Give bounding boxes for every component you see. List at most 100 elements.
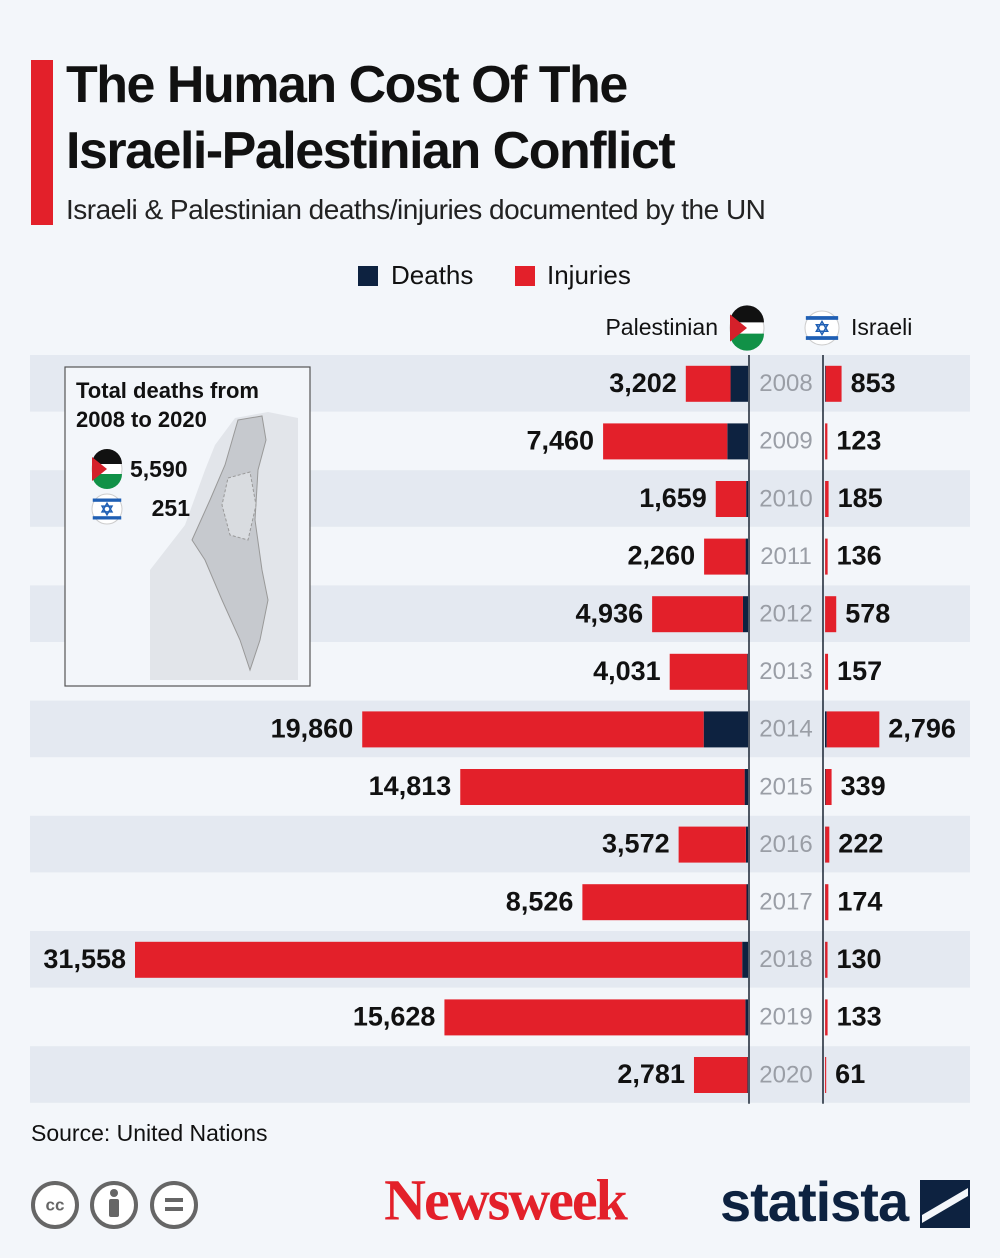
year-label: 2008 — [759, 370, 812, 397]
year-label: 2011 — [760, 543, 812, 570]
value-label: 130 — [837, 944, 882, 974]
bar-segment — [444, 999, 746, 1036]
legend-swatch — [515, 266, 535, 286]
license-icon — [150, 1181, 198, 1229]
flag-red — [730, 314, 747, 342]
bar-segment — [362, 711, 704, 748]
accent-bar — [31, 60, 53, 225]
bar-segment — [678, 826, 746, 863]
bar-segment — [825, 999, 828, 1036]
bar-segment — [742, 596, 748, 633]
year-label: 2016 — [759, 831, 812, 858]
flag-stripe — [92, 498, 122, 502]
flag-palestine — [91, 449, 123, 489]
year-label: 2009 — [759, 428, 812, 455]
value-label: 174 — [837, 886, 882, 916]
bar-segment — [460, 769, 745, 805]
value-label: 61 — [835, 1059, 865, 1089]
flag-palestine — [729, 305, 765, 351]
map-westbank — [221, 471, 257, 541]
bar-segment — [825, 538, 828, 575]
bar-segment — [825, 423, 828, 460]
bar-segment — [704, 538, 746, 575]
year-label: 2019 — [759, 1004, 812, 1031]
flag-star — [100, 501, 114, 517]
bar-segment — [685, 365, 731, 402]
bar-segment — [825, 769, 826, 805]
flag-green — [730, 333, 764, 351]
value-label: 133 — [837, 1002, 882, 1032]
year-label: 2014 — [759, 716, 812, 743]
chart-subtitle: Israeli & Palestinian deaths/injuries do… — [66, 194, 766, 225]
year-label: 2013 — [759, 658, 812, 685]
value-label: 578 — [845, 598, 890, 628]
bar-segment — [135, 941, 743, 978]
value-label: 19,860 — [271, 714, 354, 744]
license-person-head — [110, 1189, 118, 1197]
bar-segment — [825, 941, 828, 978]
flag-israel — [91, 493, 123, 525]
year-label: 2012 — [759, 601, 812, 628]
inset-value: 5,590 — [130, 456, 188, 482]
year-label: 2010 — [759, 485, 812, 512]
flag-black — [730, 305, 764, 323]
license-cc: cc — [46, 1195, 65, 1214]
value-label: 31,558 — [43, 944, 126, 974]
bar-segment — [693, 1057, 748, 1093]
row-band — [30, 1046, 970, 1103]
license-eq — [165, 1207, 183, 1211]
bar-segment — [727, 423, 748, 460]
bar-segment — [582, 884, 747, 921]
bar-segment — [715, 481, 747, 517]
flag-stripe — [92, 516, 122, 520]
bar-segment — [825, 826, 830, 863]
value-label: 339 — [841, 771, 886, 801]
value-label: 123 — [836, 426, 881, 456]
bar-segment — [746, 884, 748, 921]
value-label: 8,526 — [506, 886, 574, 916]
row-band — [30, 815, 970, 873]
bar-segment — [825, 653, 829, 690]
bar-segment — [742, 941, 748, 978]
flag-israel — [804, 310, 840, 346]
bar-segment — [730, 365, 748, 402]
bar-segment — [825, 884, 829, 921]
bar-segment — [825, 365, 826, 402]
value-label: 2,260 — [628, 541, 696, 571]
bar-segment — [825, 365, 842, 402]
flag-stripe — [805, 316, 839, 320]
value-label: 185 — [838, 483, 883, 513]
legend-label: Deaths — [391, 260, 473, 290]
year-label: 2015 — [759, 773, 812, 800]
bar-segment — [703, 711, 748, 748]
value-label: 2,781 — [617, 1059, 685, 1089]
value-label: 3,202 — [609, 368, 677, 398]
bar-segment — [825, 711, 827, 748]
value-label: 4,936 — [576, 598, 644, 628]
chart-title: The Human Cost Of The Israeli-Palestinia… — [66, 56, 676, 180]
license-person-body — [109, 1199, 119, 1217]
value-label: 2,796 — [888, 714, 956, 744]
bar-segment — [603, 423, 728, 460]
value-label: 4,031 — [593, 656, 661, 686]
legend-swatch — [358, 266, 378, 286]
flag-star — [815, 320, 829, 336]
bar-segment — [745, 999, 748, 1036]
inset-title: Total deaths from 2008 to 2020 — [76, 378, 259, 432]
license-icon — [31, 1181, 79, 1229]
bar-segment — [826, 711, 880, 748]
value-label: 222 — [838, 829, 883, 859]
legend-label: Injuries — [547, 260, 631, 290]
flag-stripe — [805, 336, 839, 340]
source: Source: United Nations — [31, 1120, 268, 1146]
bar-segment — [745, 826, 748, 863]
bar-segment — [745, 538, 748, 575]
brand-newsweek: Newsweek — [384, 1167, 628, 1232]
value-label: 3,572 — [602, 829, 670, 859]
year-label: 2020 — [759, 1061, 812, 1088]
flag-red — [92, 457, 107, 481]
inset-value: 251 — [152, 495, 191, 521]
flag-green — [92, 474, 122, 489]
